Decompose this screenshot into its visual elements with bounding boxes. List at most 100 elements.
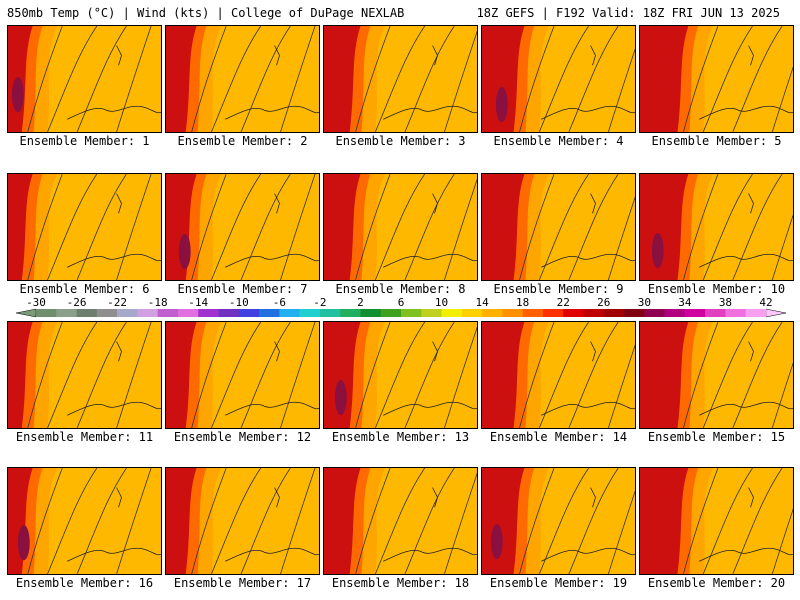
member-map-10	[639, 173, 794, 281]
colorbar-swatch	[745, 309, 767, 317]
colorbar-swatch	[664, 309, 686, 317]
member-label-2: Ensemble Member: 2	[177, 134, 308, 148]
colorbar-swatch	[502, 309, 523, 317]
colorbar-swatch	[238, 309, 260, 317]
member-label-4: Ensemble Member: 4	[493, 134, 624, 148]
member-map-1	[7, 25, 162, 133]
colorbar-swatch	[259, 309, 280, 317]
member-map-5	[639, 25, 794, 133]
colorbar-swatch	[76, 309, 98, 317]
member-map-20	[639, 467, 794, 575]
colorbar-tick-label: -6	[273, 296, 286, 309]
member-label-6: Ensemble Member: 6	[19, 282, 150, 296]
colorbar-swatch	[522, 309, 544, 317]
title-right: 18Z GEFS | F192 Valid: 18Z FRI JUN 13 20…	[476, 6, 780, 20]
member-map-9	[481, 173, 636, 281]
member-label-13: Ensemble Member: 13	[331, 430, 470, 444]
colorbar-swatch	[198, 309, 219, 317]
colorbar-swatch	[461, 309, 483, 317]
member-map-11	[7, 321, 162, 429]
colorbar-tick-label: 22	[557, 296, 570, 309]
member-label-7: Ensemble Member: 7	[177, 282, 308, 296]
colorbar-swatch	[340, 309, 361, 317]
member-label-10: Ensemble Member: 10	[647, 282, 786, 296]
colorbar-tick-label: 2	[357, 296, 364, 309]
member-label-19: Ensemble Member: 19	[489, 576, 628, 590]
colorbar-tick-label: -2	[313, 296, 326, 309]
member-map-4	[481, 25, 636, 133]
member-label-3: Ensemble Member: 3	[335, 134, 466, 148]
member-label-12: Ensemble Member: 12	[173, 430, 312, 444]
member-label-11: Ensemble Member: 11	[15, 430, 154, 444]
colorbar-tick-label: -14	[188, 296, 208, 309]
colorbar-swatch	[299, 309, 321, 317]
colorbar-swatch	[705, 309, 726, 317]
member-label-20: Ensemble Member: 20	[647, 576, 786, 590]
colorbar-tick-label: 14	[475, 296, 489, 309]
colorbar-swatch	[137, 309, 158, 317]
member-map-7	[165, 173, 320, 281]
colorbar-swatch	[644, 309, 665, 317]
member-map-18	[323, 467, 478, 575]
colorbar-swatch	[36, 309, 57, 317]
colorbar-swatch	[401, 309, 422, 317]
colorbar-swatch	[56, 309, 77, 317]
colorbar-swatch	[603, 309, 625, 317]
header-bar: 850mb Temp (°C) | Wind (kts) | College o…	[0, 0, 800, 24]
colorbar-tick-label: -18	[148, 296, 168, 309]
member-map-17	[165, 467, 320, 575]
colorbar-swatch	[725, 309, 747, 317]
colorbar-swatch	[421, 309, 442, 317]
colorbar-swatch	[117, 309, 138, 317]
colorbar-swatch	[96, 309, 118, 317]
colorbar-tick-label: 18	[516, 296, 529, 309]
colorbar-swatch	[380, 309, 402, 317]
colorbar-swatch	[157, 309, 179, 317]
member-map-19	[481, 467, 636, 575]
member-label-15: Ensemble Member: 15	[647, 430, 786, 444]
colorbar-tick-label: 10	[435, 296, 448, 309]
colorbar-tick-label: 26	[597, 296, 610, 309]
member-label-5: Ensemble Member: 5	[651, 134, 782, 148]
colorbar: -30 -26 -22 -18 -14 -10 -6 -2 2 6 10 14 18 22 26 30 34 38…	[16, 296, 786, 318]
colorbar-tick-label: -22	[107, 296, 127, 309]
colorbar-swatch	[441, 309, 463, 317]
colorbar-tick-label: -30	[26, 296, 46, 309]
member-label-17: Ensemble Member: 17	[173, 576, 312, 590]
colorbar-swatch	[684, 309, 706, 317]
colorbar-tick-label: -26	[67, 296, 87, 309]
member-map-6	[7, 173, 162, 281]
member-label-16: Ensemble Member: 16	[15, 576, 154, 590]
colorbar-swatch	[360, 309, 382, 317]
member-map-15	[639, 321, 794, 429]
member-map-14	[481, 321, 636, 429]
colorbar-swatch	[319, 309, 341, 317]
colorbar-swatch	[279, 309, 300, 317]
member-label-9: Ensemble Member: 9	[493, 282, 624, 296]
colorbar-swatch	[583, 309, 605, 317]
colorbar-tick-label: 30	[638, 296, 651, 309]
colorbar-swatch	[177, 309, 199, 317]
colorbar-left-arrow	[16, 308, 37, 318]
member-label-18: Ensemble Member: 18	[331, 576, 470, 590]
member-map-16	[7, 467, 162, 575]
member-map-2	[165, 25, 320, 133]
colorbar-tick-label: -10	[229, 296, 249, 309]
colorbar-swatch	[542, 309, 564, 317]
member-label-14: Ensemble Member: 14	[489, 430, 628, 444]
colorbar-swatch	[218, 309, 240, 317]
colorbar-tick-label: 6	[398, 296, 405, 309]
member-map-12	[165, 321, 320, 429]
colorbar-right-arrow	[765, 308, 786, 318]
member-map-8	[323, 173, 478, 281]
colorbar-swatch	[482, 309, 503, 317]
member-map-13	[323, 321, 478, 429]
colorbar-swatch	[624, 309, 645, 317]
colorbar-tick-label: 38	[719, 296, 732, 309]
colorbar-tick-label: 34	[678, 296, 692, 309]
colorbar-swatch	[563, 309, 584, 317]
member-label-8: Ensemble Member: 8	[335, 282, 466, 296]
member-map-3	[323, 25, 478, 133]
member-label-1: Ensemble Member: 1	[19, 134, 150, 148]
title-left: 850mb Temp (°C) | Wind (kts) | College o…	[7, 6, 405, 20]
